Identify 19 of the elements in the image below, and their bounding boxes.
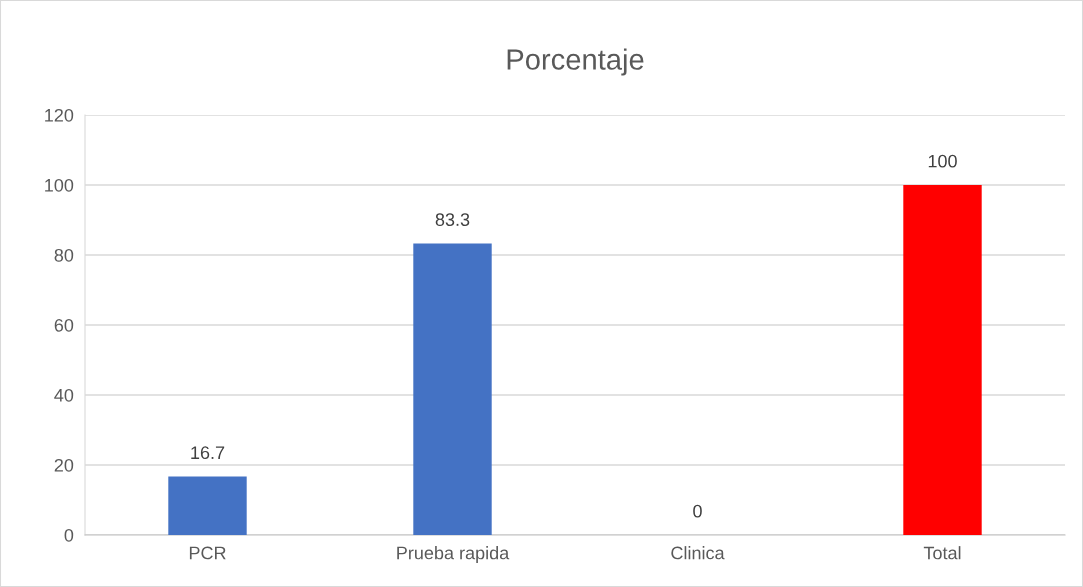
y-tick-label: 60 bbox=[54, 318, 74, 332]
y-tick-label: 120 bbox=[45, 108, 74, 122]
data-label: 83.3 bbox=[435, 213, 470, 226]
bar bbox=[413, 243, 492, 535]
chart-title: Porcentaje bbox=[507, 48, 644, 76]
y-tick-label: 80 bbox=[54, 248, 74, 262]
y-tick-label: 0 bbox=[64, 528, 74, 542]
bar bbox=[903, 185, 982, 535]
y-tick-label: 40 bbox=[54, 388, 74, 402]
bar bbox=[168, 476, 247, 535]
x-tick-label: PCR bbox=[189, 546, 226, 560]
x-tick-label: Clinica bbox=[671, 546, 725, 560]
y-tick-label: 100 bbox=[45, 178, 74, 192]
y-tick-label: 20 bbox=[54, 458, 74, 472]
x-tick-label: Prueba rapida bbox=[397, 546, 510, 563]
x-tick-label: Total bbox=[923, 546, 961, 560]
data-label: 100 bbox=[928, 154, 957, 168]
data-label: 0 bbox=[693, 504, 702, 518]
data-label: 16.7 bbox=[191, 446, 225, 460]
